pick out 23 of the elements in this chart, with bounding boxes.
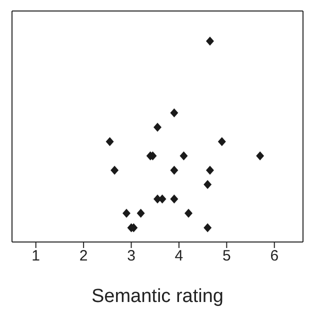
point <box>180 151 188 160</box>
point <box>122 208 130 218</box>
point <box>110 166 119 175</box>
x-tick-label: 2 <box>79 248 88 265</box>
point <box>206 166 214 175</box>
point <box>170 108 178 118</box>
point <box>206 36 214 46</box>
x-tick-label: 6 <box>270 248 279 265</box>
point <box>106 137 114 146</box>
point <box>136 208 145 218</box>
point <box>170 194 178 204</box>
x-axis-title: Semantic rating <box>91 286 224 307</box>
point <box>184 208 193 218</box>
x-tick-label: 4 <box>174 248 184 265</box>
point <box>154 122 162 132</box>
point <box>204 180 212 190</box>
x-tick-label: 1 <box>32 248 40 265</box>
point <box>256 151 264 160</box>
point <box>218 137 226 146</box>
point <box>204 223 212 232</box>
x-tick-label: 3 <box>127 248 136 265</box>
point <box>170 166 178 175</box>
x-tick-label: 5 <box>222 248 231 265</box>
